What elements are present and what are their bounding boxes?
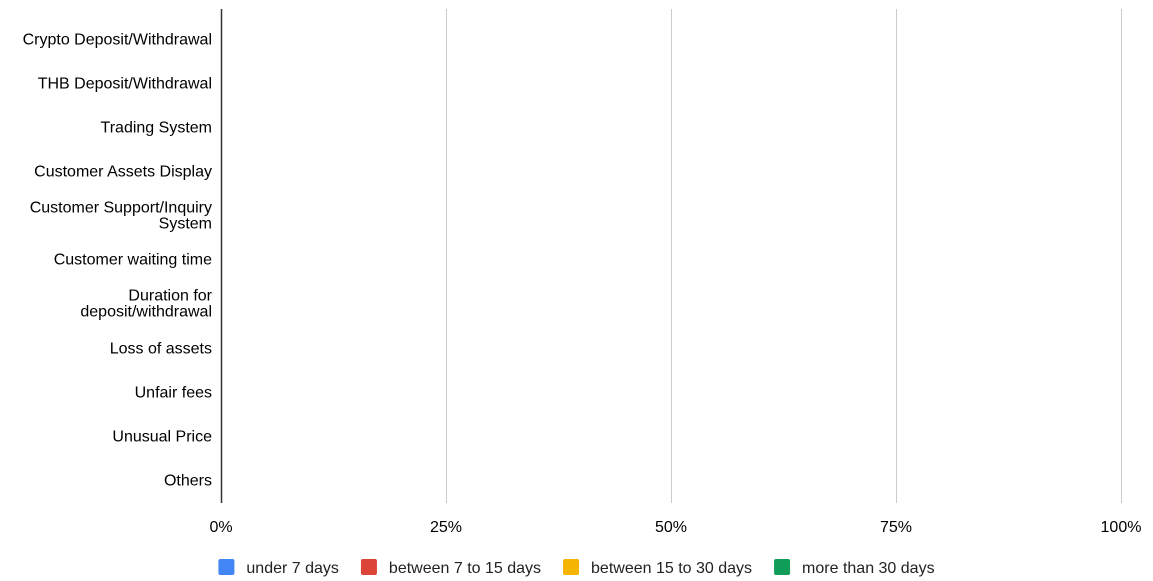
category-label: Loss of assets: [110, 341, 212, 358]
legend-item: more than 30 days: [774, 559, 935, 577]
legend-label: between 7 to 15 days: [389, 560, 541, 577]
legend-swatch: [774, 559, 791, 575]
legend: under 7 days between 7 to 15 days between …: [218, 559, 935, 577]
gridlines: [446, 9, 1122, 503]
legend-swatch: [218, 559, 235, 575]
legend-item: between 7 to 15 days: [360, 559, 541, 577]
category-labels: Crypto Deposit/Withdrawal THB Deposit/Wit…: [23, 32, 213, 490]
legend-label: between 15 to 30 days: [591, 560, 752, 577]
x-tick-label: 100%: [1101, 519, 1142, 536]
x-tick-label: 75%: [880, 519, 912, 536]
category-label: THB Deposit/Withdrawal: [38, 76, 212, 93]
category-label: Unusual Price: [112, 429, 212, 446]
tick-labels: 0% 25% 50% 75% 100%: [209, 519, 1141, 536]
legend-swatch: [360, 559, 377, 575]
x-tick-label: 0%: [209, 519, 232, 536]
category-label: Unfair fees: [135, 385, 212, 402]
category-label: Others: [164, 473, 212, 490]
legend-label: more than 30 days: [802, 560, 935, 577]
category-label: Duration for deposit/withdrawal: [80, 288, 212, 321]
legend-swatch: [563, 559, 580, 575]
category-label: Crypto Deposit/Withdrawal: [23, 32, 212, 49]
x-tick-label: 50%: [655, 519, 687, 536]
category-label: Trading System: [101, 120, 212, 137]
legend-item: between 15 to 30 days: [563, 559, 752, 577]
category-label: Customer waiting time: [54, 252, 212, 269]
legend-label: under 7 days: [246, 560, 339, 577]
category-label: Customer Assets Display: [34, 164, 212, 181]
category-label: Customer Support/Inquiry System: [30, 200, 212, 233]
x-tick-label: 25%: [430, 519, 462, 536]
legend-item: under 7 days: [218, 559, 339, 577]
